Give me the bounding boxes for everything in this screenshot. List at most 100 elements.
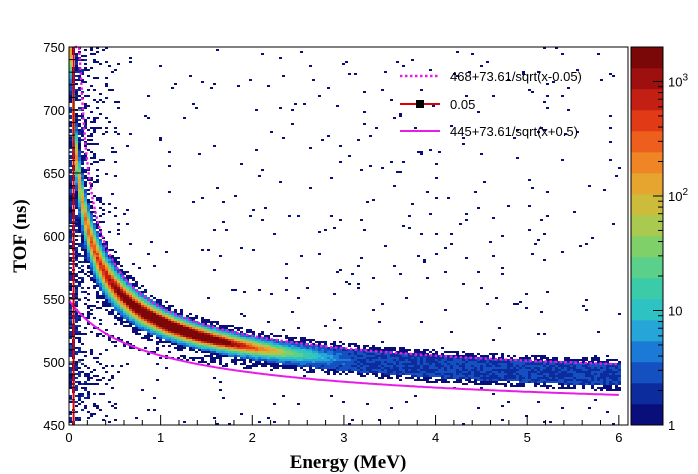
heatmap-cell xyxy=(90,185,93,187)
heatmap-cell xyxy=(78,195,81,197)
heatmap-cell xyxy=(252,343,255,345)
heatmap-cell xyxy=(186,319,189,321)
heatmap-cell xyxy=(96,293,99,295)
heatmap-cell xyxy=(282,357,285,359)
heatmap-cell xyxy=(399,115,402,117)
heatmap-cell xyxy=(519,361,522,363)
heatmap-cell xyxy=(84,291,87,293)
heatmap-cell xyxy=(375,357,378,359)
heatmap-cell xyxy=(69,367,72,369)
heatmap-cell xyxy=(375,371,378,373)
heatmap-cell xyxy=(381,369,384,371)
heatmap-cell xyxy=(273,365,276,367)
heatmap-cell xyxy=(93,413,96,415)
heatmap-cell xyxy=(405,401,408,403)
heatmap-cell xyxy=(135,311,138,313)
heatmap-cell xyxy=(555,363,558,365)
heatmap-cell xyxy=(141,297,144,299)
heatmap-cell xyxy=(270,333,273,335)
heatmap-cell xyxy=(549,377,552,379)
heatmap-cell xyxy=(393,363,396,365)
heatmap-cell xyxy=(78,315,81,317)
heatmap-cell xyxy=(69,373,72,375)
heatmap-cell xyxy=(183,343,186,345)
heatmap-cell xyxy=(120,293,123,295)
heatmap-cell xyxy=(354,355,357,357)
heatmap-cell xyxy=(552,369,555,371)
heatmap-cell xyxy=(105,281,108,283)
heatmap-cell xyxy=(609,141,612,143)
heatmap-cell xyxy=(315,351,318,353)
heatmap-cell xyxy=(324,363,327,365)
heatmap-cell xyxy=(276,347,279,349)
heatmap-cell xyxy=(81,229,84,231)
heatmap-cell xyxy=(501,235,504,237)
heatmap-cell xyxy=(483,377,486,379)
heatmap-cell xyxy=(99,215,102,217)
heatmap-cell xyxy=(606,371,609,373)
heatmap-cell xyxy=(360,375,363,377)
heatmap-cell xyxy=(363,345,366,347)
heatmap-cell xyxy=(75,129,78,131)
heatmap-cell xyxy=(99,283,102,285)
heatmap-cell xyxy=(423,369,426,371)
heatmap-cell xyxy=(330,365,333,367)
heatmap-cell xyxy=(474,365,477,367)
heatmap-cell xyxy=(522,383,525,385)
heatmap-cell xyxy=(498,361,501,363)
heatmap-cell xyxy=(84,303,87,305)
heatmap-cell xyxy=(330,357,333,359)
heatmap-cell xyxy=(333,363,336,365)
heatmap-cell xyxy=(357,353,360,355)
heatmap-cell xyxy=(177,323,180,325)
heatmap-cell xyxy=(111,257,114,259)
heatmap-cell xyxy=(123,293,126,295)
heatmap-cell xyxy=(303,347,306,349)
heatmap-cell xyxy=(111,377,114,379)
heatmap-cell xyxy=(462,351,465,353)
heatmap-cell xyxy=(198,337,201,339)
heatmap-cell xyxy=(417,353,420,355)
heatmap-cell xyxy=(78,153,81,155)
heatmap-cell xyxy=(75,191,78,193)
heatmap-cell xyxy=(90,247,93,249)
heatmap-cell xyxy=(147,337,150,339)
heatmap-cell xyxy=(399,375,402,377)
heatmap-cell xyxy=(447,365,450,367)
heatmap-cell xyxy=(432,381,435,383)
heatmap-cell xyxy=(234,345,237,347)
heatmap-cell xyxy=(453,371,456,373)
heatmap-cell xyxy=(108,257,111,259)
heatmap-cell xyxy=(561,369,564,371)
heatmap-cell xyxy=(414,359,417,361)
heatmap-cell xyxy=(543,101,546,103)
heatmap-cell xyxy=(204,343,207,345)
heatmap-cell xyxy=(114,273,117,275)
heatmap-cell xyxy=(117,283,120,285)
heatmap-cell xyxy=(579,365,582,367)
heatmap-cell xyxy=(102,419,105,421)
heatmap-cell xyxy=(522,367,525,369)
heatmap-cell xyxy=(84,355,87,357)
heatmap-cell xyxy=(81,239,84,241)
heatmap-cell xyxy=(129,293,132,295)
heatmap-cell xyxy=(282,367,285,369)
heatmap-cell xyxy=(162,337,165,339)
heatmap-cell xyxy=(75,197,78,199)
heatmap-cell xyxy=(327,87,330,89)
heatmap-cell xyxy=(531,369,534,371)
heatmap-cell xyxy=(111,271,114,273)
heatmap-cell xyxy=(159,331,162,333)
heatmap-cell xyxy=(378,371,381,373)
heatmap-cell xyxy=(348,423,351,425)
heatmap-cell xyxy=(168,313,171,315)
heatmap-cell xyxy=(129,297,132,299)
heatmap-cell xyxy=(114,285,117,287)
heatmap-cell xyxy=(261,359,264,361)
heatmap-cell xyxy=(108,275,111,277)
heatmap-cell xyxy=(132,331,135,333)
heatmap-cell xyxy=(294,349,297,351)
heatmap-cell xyxy=(93,281,96,283)
x-tick-label: 6 xyxy=(615,430,622,445)
heatmap-cell xyxy=(471,381,474,383)
